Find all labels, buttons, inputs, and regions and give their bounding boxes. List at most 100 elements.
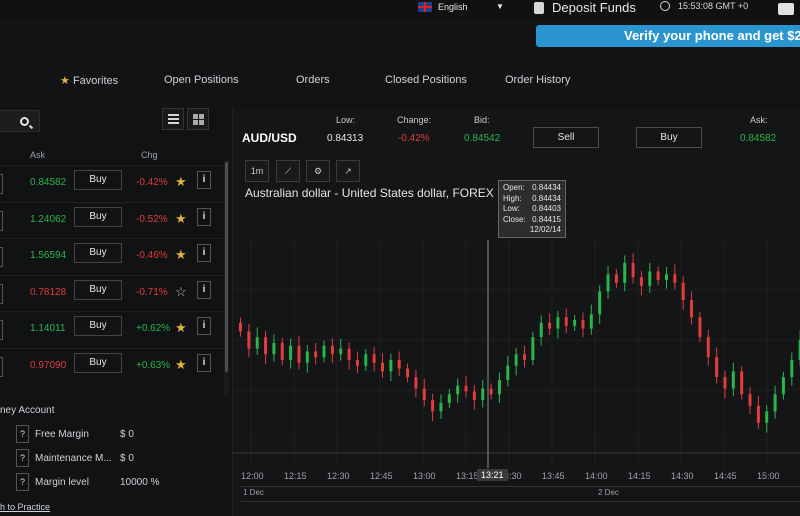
candlestick-chart[interactable] — [233, 240, 800, 468]
candle-body — [372, 354, 376, 363]
switch-to-practice-link[interactable]: h to Practice — [0, 502, 51, 512]
verify-phone-banner[interactable]: Verify your phone and get $2 — [536, 25, 800, 47]
tab-closed-positions[interactable]: Closed Positions — [385, 74, 467, 86]
tab-open-positions[interactable]: Open Positions — [164, 74, 239, 86]
buy-button[interactable]: Buy — [74, 243, 122, 264]
favorite-star-icon[interactable]: ★ — [175, 357, 187, 372]
candle-body — [255, 337, 259, 349]
watchlist-row[interactable]: 0.84582 Buy -0.42% ★ i — [0, 165, 224, 201]
time-tick-label: 12:15 — [284, 471, 307, 481]
candle-body — [264, 337, 268, 355]
candle-body — [740, 371, 744, 395]
ohlc-tooltip: Open: 0.84434 High: 0.84434 Low: 0.84403 Cl… — [498, 180, 566, 238]
time-tick-label: 14:15 — [628, 471, 651, 481]
watchlist-row[interactable]: 0.78128 Buy -0.71% ☆ i — [0, 274, 224, 311]
symbol-label: AUD/USD — [242, 131, 297, 145]
info-icon[interactable]: i — [197, 207, 211, 226]
chart-panel: AUD/USD Low: 0.84313 Change: -0.42% Bid:… — [232, 108, 800, 516]
candle-body — [681, 282, 685, 300]
help-icon[interactable]: ? — [16, 449, 29, 467]
tt-high: 0.84434 — [532, 193, 561, 203]
tt-close: 0.84415 — [532, 214, 561, 224]
time-tick-label: 12:30 — [327, 471, 350, 481]
server-clock: 15:53:08 GMT +0 — [660, 1, 748, 11]
candle-body — [456, 385, 460, 395]
candle-body — [347, 348, 351, 360]
buy-button[interactable]: Buy — [74, 316, 122, 337]
candle-body — [606, 274, 610, 292]
language-selector[interactable]: English ▼ — [418, 2, 504, 12]
info-icon[interactable]: i — [197, 244, 211, 263]
candle-body — [523, 354, 526, 360]
help-icon[interactable]: ? — [16, 425, 29, 443]
time-tick-label: 12:00 — [241, 471, 264, 481]
chart-navigator[interactable] — [241, 486, 800, 502]
search-button[interactable] — [0, 110, 40, 132]
info-icon[interactable]: i — [197, 280, 211, 299]
candle-body — [690, 300, 694, 318]
row-checkbox[interactable] — [0, 247, 3, 268]
change-value: -0.42% — [398, 133, 430, 144]
timeframe-button[interactable]: 1m — [245, 160, 269, 182]
watchlist-row[interactable]: 1.24062 Buy -0.52% ★ i — [0, 201, 224, 238]
row-checkbox[interactable] — [0, 283, 3, 304]
account-value: 10000 % — [120, 477, 160, 488]
tab-favorites[interactable]: ★ Favorites — [60, 74, 118, 87]
time-tick-label: 13:30 — [499, 471, 522, 481]
candle-body — [239, 322, 242, 332]
watchlist-row[interactable]: 1.14011 Buy +0.62% ★ i — [0, 311, 224, 347]
candle-body — [464, 385, 468, 392]
candle-body — [781, 377, 785, 395]
indicators-button[interactable]: ↗ — [336, 160, 360, 182]
low-value: 0.84313 — [327, 133, 364, 144]
chart-settings-button[interactable]: ⚙ — [306, 160, 330, 182]
buy-button[interactable]: Buy — [74, 279, 122, 300]
watchlist-scroll-thumb[interactable] — [225, 162, 228, 372]
candle-body — [514, 354, 518, 366]
candle-body — [414, 377, 418, 389]
watchlist-row[interactable]: 1.56594 Buy -0.46% ★ i — [0, 238, 224, 274]
tt-high-label: High: — [503, 193, 522, 203]
favorite-star-icon[interactable]: ★ — [175, 320, 187, 336]
star-icon: ★ — [60, 75, 70, 87]
favorite-star-icon[interactable]: ★ — [175, 174, 187, 189]
chat-icon[interactable] — [778, 3, 794, 15]
buy-button[interactable]: Buy — [74, 170, 122, 190]
time-tick-label: 14:30 — [671, 471, 694, 481]
watchlist-row[interactable]: 0.97090 Buy +0.63% ★ i — [0, 348, 224, 384]
candle-body — [381, 362, 384, 372]
wallet-icon — [534, 1, 544, 14]
row-checkbox[interactable] — [0, 320, 3, 341]
candle-body — [698, 317, 702, 338]
favorite-star-icon[interactable]: ★ — [175, 247, 187, 263]
candle-body — [305, 351, 309, 363]
row-checkbox[interactable] — [0, 174, 3, 194]
list-view-button[interactable] — [162, 108, 184, 130]
deposit-funds-button[interactable]: Deposit Funds — [534, 0, 636, 15]
column-header-ask: Ask — [30, 150, 46, 160]
candle-body — [447, 394, 451, 403]
candle-body — [598, 291, 602, 315]
favorite-star-icon[interactable]: ☆ — [175, 283, 187, 299]
info-icon[interactable]: i — [197, 317, 211, 336]
tab-orders[interactable]: Orders — [296, 74, 330, 86]
help-icon[interactable]: ? — [16, 473, 29, 491]
info-icon[interactable]: i — [197, 171, 211, 189]
sell-button[interactable]: Sell — [533, 127, 599, 148]
candle-body — [715, 357, 719, 378]
tab-order-history[interactable]: Order History — [505, 74, 571, 86]
tt-close-label: Close: — [503, 214, 526, 224]
time-tick-label: 12:45 — [370, 471, 393, 481]
row-checkbox[interactable] — [0, 357, 3, 377]
grid-icon — [193, 114, 204, 125]
info-icon[interactable]: i — [197, 354, 211, 372]
buy-button[interactable]: Buy — [74, 206, 122, 227]
account-title: ney Account — [0, 405, 55, 416]
buy-button[interactable]: Buy — [636, 127, 702, 148]
grid-view-button[interactable] — [187, 108, 209, 130]
chart-type-button[interactable]: ⟋ — [276, 160, 300, 182]
candle-body — [330, 345, 334, 355]
row-checkbox[interactable] — [0, 210, 3, 231]
buy-button[interactable]: Buy — [74, 353, 122, 373]
favorite-star-icon[interactable]: ★ — [175, 210, 187, 226]
